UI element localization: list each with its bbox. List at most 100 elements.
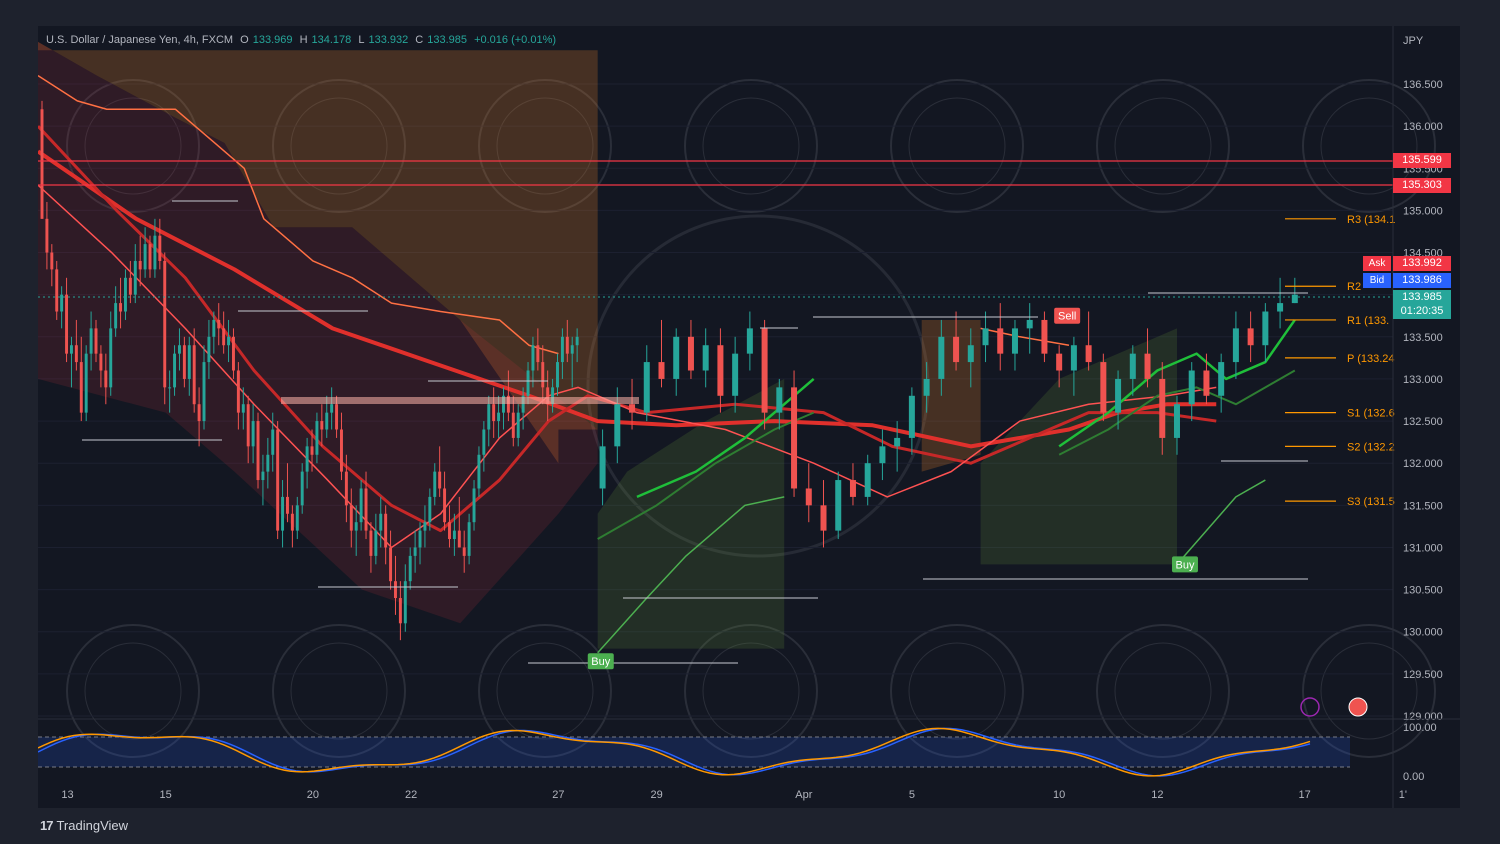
candle-body — [84, 353, 88, 413]
watermark-circle — [66, 79, 200, 213]
candle-body — [516, 412, 520, 438]
time-tick: 1' — [1399, 789, 1407, 801]
price-chart[interactable]: R3 (134.1 R2 R1 (133. P (133.24 S1 (132.6 S2 … — [38, 26, 1460, 808]
candle-body — [1129, 353, 1136, 379]
watermark-circle — [478, 79, 612, 213]
pivot-label: R3 (134.1 — [1347, 214, 1395, 226]
candle-body — [923, 378, 930, 396]
candle-body — [1070, 345, 1077, 371]
candle-body — [330, 404, 334, 413]
pivot-label: S3 (131.5 — [1347, 496, 1395, 508]
candle-body — [805, 488, 812, 506]
candle-body — [45, 218, 49, 253]
watermark-inner-circle — [290, 97, 388, 195]
tradingview-logo[interactable]: 17 TradingView — [40, 818, 128, 833]
chart-frame[interactable]: R3 (134.1 R2 R1 (133. P (133.24 S1 (132.6 S2 … — [38, 26, 1460, 808]
candle-body — [354, 522, 358, 531]
candle-body — [1026, 319, 1033, 329]
candle-body — [192, 345, 196, 405]
candle-body — [394, 581, 397, 599]
osc-band — [38, 737, 1350, 767]
price-tick: 133.500 — [1403, 332, 1443, 344]
bid-price-label: 133.986 — [1393, 273, 1451, 288]
candle-body — [599, 446, 606, 489]
candle-body — [295, 505, 299, 531]
candle-body — [222, 328, 226, 346]
price-tick: 131.000 — [1403, 542, 1443, 554]
candle-body — [65, 294, 69, 354]
candle-body — [551, 387, 555, 405]
watermark-circle — [1096, 79, 1230, 213]
change-value: +0.016 (+0.01%) — [474, 34, 557, 46]
candle-body — [173, 353, 177, 388]
candle-body — [369, 530, 373, 556]
candle-body — [300, 471, 304, 506]
candle-body — [133, 260, 137, 295]
candle-body — [266, 454, 270, 472]
pivot-label: S2 (132.2 — [1347, 441, 1395, 453]
lightning-icon — [1300, 697, 1320, 717]
candle-body — [148, 244, 152, 270]
candle-body — [477, 454, 481, 489]
watermark-circle — [684, 79, 818, 213]
signal-badge — [587, 653, 614, 670]
candle-body — [231, 336, 235, 371]
time-axis[interactable]: 13 15 20 22 27 29 Apr 5 10 12 17 1' — [61, 789, 1407, 801]
watermark-circle — [890, 79, 1024, 213]
candle-body — [94, 328, 98, 354]
candle-body — [212, 319, 216, 337]
candle-body — [285, 496, 289, 514]
candle-body — [1203, 370, 1210, 396]
green-ma-1 — [636, 377, 815, 499]
candle-body — [197, 404, 201, 422]
price-axis[interactable]: 136.500136.000135.500135.000134.500134.0… — [1392, 26, 1443, 808]
candle-body — [643, 362, 650, 413]
candle-body — [462, 547, 466, 556]
bear-zone-1 — [38, 41, 598, 464]
candle-body — [202, 362, 206, 422]
time-tick: 29 — [650, 789, 662, 801]
watermark-circle — [1302, 624, 1436, 758]
candle-body — [119, 303, 123, 312]
axis-unit-label: JPY — [1403, 35, 1424, 47]
watermark-circle — [272, 79, 406, 213]
watermark-inner-circle — [1114, 642, 1212, 740]
candle-body — [1011, 328, 1018, 354]
candle-body — [168, 387, 172, 389]
watermark-inner-circle — [496, 642, 594, 740]
candle-body — [472, 488, 476, 523]
candle-body — [241, 404, 245, 413]
candle-body — [305, 446, 309, 472]
pivot-label: R1 (133. — [1347, 315, 1389, 327]
watermark-circle — [890, 624, 1024, 758]
candle-body — [403, 581, 407, 624]
candle-body — [761, 328, 768, 413]
candle-body — [40, 109, 44, 219]
open-value: 133.969 — [252, 34, 293, 46]
price-tick: 129.500 — [1403, 669, 1443, 681]
watermark-inner-circle — [290, 642, 388, 740]
candle-body — [69, 345, 73, 354]
symbol-title[interactable]: U.S. Dollar / Japanese Yen, 4h, FXCM — [46, 34, 234, 46]
candle-body — [1247, 328, 1254, 346]
candle-body — [104, 370, 108, 388]
watermark-inner-circle — [702, 642, 800, 740]
stoch-d-line — [38, 727, 1311, 777]
oscillator-pane: 100.00 0.00 — [38, 697, 1460, 783]
ask-tag[interactable]: Ask — [1363, 256, 1391, 271]
watermark-circle — [1302, 79, 1436, 213]
candle-body — [541, 362, 545, 388]
watermark-circle — [478, 624, 612, 758]
candle-body — [732, 353, 739, 396]
candle-body — [340, 429, 343, 472]
candle-body — [448, 522, 451, 540]
tradingview-brand: TradingView — [56, 818, 129, 833]
bid-tag[interactable]: Bid — [1363, 273, 1391, 288]
signal-label: Sell — [1058, 311, 1076, 323]
candle-body — [1144, 353, 1151, 379]
time-tick: 22 — [405, 789, 417, 801]
candle-body — [570, 345, 574, 354]
candle-body — [359, 488, 363, 523]
candle-body — [187, 345, 191, 379]
candle-body — [526, 370, 530, 396]
